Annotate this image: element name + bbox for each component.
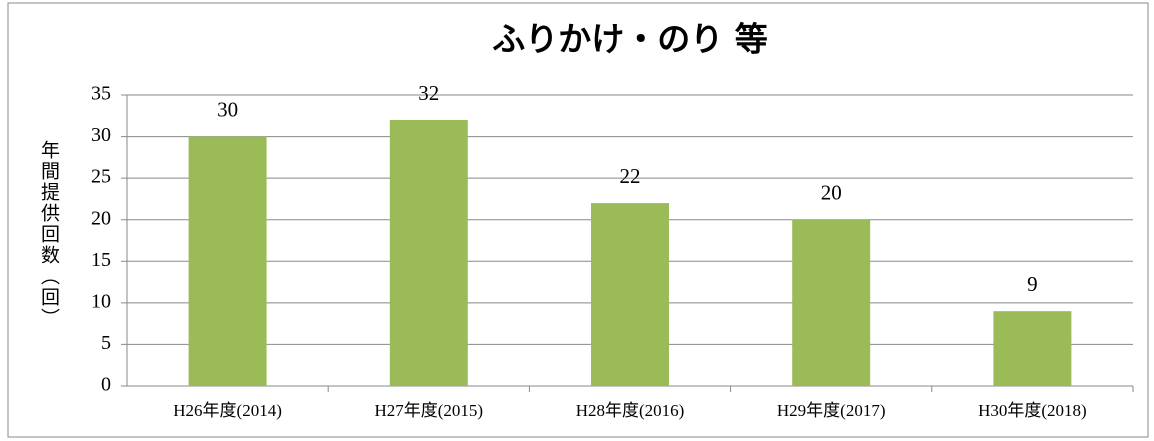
- y-tick-label: 10: [91, 290, 111, 312]
- y-tick-label: 0: [101, 374, 111, 396]
- bar: [792, 219, 871, 386]
- bar: [188, 136, 267, 386]
- y-axis-label: 年間提供回数（回）: [38, 140, 60, 329]
- y-tick-label: 35: [91, 83, 111, 105]
- chart-title: ふりかけ・のり 等: [492, 20, 768, 59]
- y-tick-label: 5: [101, 332, 111, 354]
- x-tick-label: H29年度(2017): [777, 401, 886, 420]
- bar: [993, 311, 1072, 386]
- x-tick-label: H28年度(2016): [576, 401, 685, 420]
- data-label: 22: [620, 164, 641, 188]
- x-tick-label: H27年度(2015): [374, 401, 483, 420]
- y-tick-label: 15: [91, 249, 111, 271]
- data-label: 20: [821, 181, 842, 205]
- data-label: 30: [217, 97, 238, 121]
- bar: [389, 119, 468, 386]
- data-label: 9: [1027, 272, 1038, 296]
- data-label: 32: [418, 81, 439, 105]
- x-tick-label: H30年度(2018): [978, 401, 1087, 420]
- y-tick-label: 20: [91, 207, 111, 229]
- y-tick-label: 25: [91, 166, 111, 188]
- y-tick-label: 30: [91, 124, 111, 146]
- bar: [591, 203, 669, 386]
- x-tick-label: H26年度(2014): [173, 401, 282, 420]
